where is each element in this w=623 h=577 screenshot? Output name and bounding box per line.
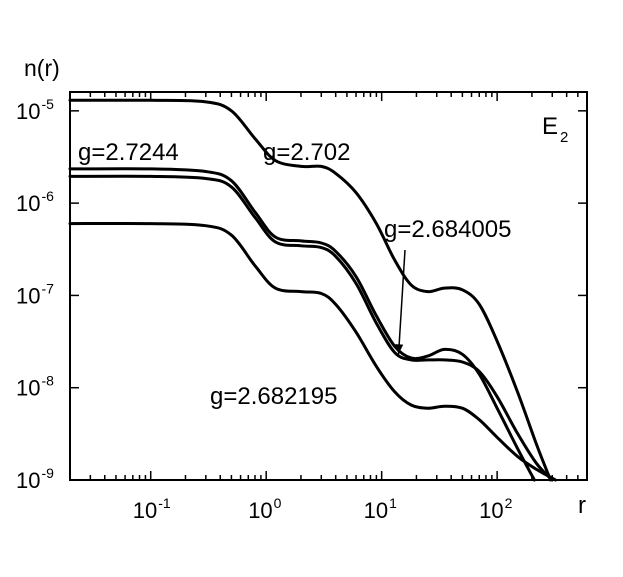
- chart-title-subscript: 2: [560, 129, 568, 146]
- x-tick-label-exponent: -1: [158, 495, 171, 511]
- x-tick-label: 100: [248, 495, 281, 523]
- label-g-2-684005: g=2.684005: [384, 216, 511, 243]
- x-tick-label-base: 10: [248, 498, 272, 523]
- x-tick-label-exponent: 2: [505, 495, 513, 511]
- y-tick-label-base: 10: [16, 376, 40, 401]
- series-line-g-2-684005: [68, 174, 554, 482]
- x-tick-label-base: 10: [364, 498, 388, 523]
- plot-frame: [69, 91, 588, 481]
- x-tick-label: 102: [479, 495, 512, 523]
- y-tick-label-base: 10: [16, 191, 40, 216]
- y-tick-label-exponent: -6: [41, 188, 54, 204]
- label-g-2-702: g=2.702: [263, 139, 350, 166]
- label-g-2-682195: g=2.682195: [210, 383, 337, 410]
- y-tick-label-base: 10: [16, 99, 40, 124]
- arrow-head: [395, 344, 404, 355]
- x-tick-label: 101: [364, 495, 397, 523]
- chart-title-main: E: [542, 113, 558, 140]
- x-tick-label-base: 10: [133, 498, 157, 523]
- series-line-g-2-702: [68, 98, 552, 482]
- x-tick-label-exponent: 1: [389, 495, 397, 511]
- curves: [68, 98, 557, 482]
- arrow-shaft: [397, 249, 406, 355]
- x-tick-label-exponent: 0: [274, 495, 282, 511]
- y-tick-label: 10-5: [16, 96, 54, 124]
- y-tick-label-base: 10: [16, 468, 40, 493]
- series-line-g-2-682195: [68, 221, 557, 482]
- x-tick-label-base: 10: [479, 498, 503, 523]
- x-axis-label: r: [578, 492, 586, 519]
- y-tick-label: 10-8: [16, 373, 54, 401]
- y-tick-label-exponent: -9: [41, 465, 54, 481]
- y-tick-label-exponent: -8: [41, 373, 54, 389]
- annotation-arrow: [395, 249, 406, 355]
- y-tick-label-base: 10: [16, 283, 40, 308]
- y-tick-label-exponent: -7: [41, 280, 54, 296]
- x-tick-label: 10-1: [133, 495, 171, 523]
- y-tick-label: 10-7: [16, 280, 54, 308]
- label-g-2-7244: g=2.7244: [78, 139, 179, 166]
- y-tick-label: 10-9: [16, 465, 54, 493]
- y-tick-label: 10-6: [16, 188, 54, 216]
- y-axis-label: n(r): [24, 55, 60, 81]
- axis-ticks: [69, 92, 588, 481]
- y-tick-label-exponent: -5: [41, 96, 54, 112]
